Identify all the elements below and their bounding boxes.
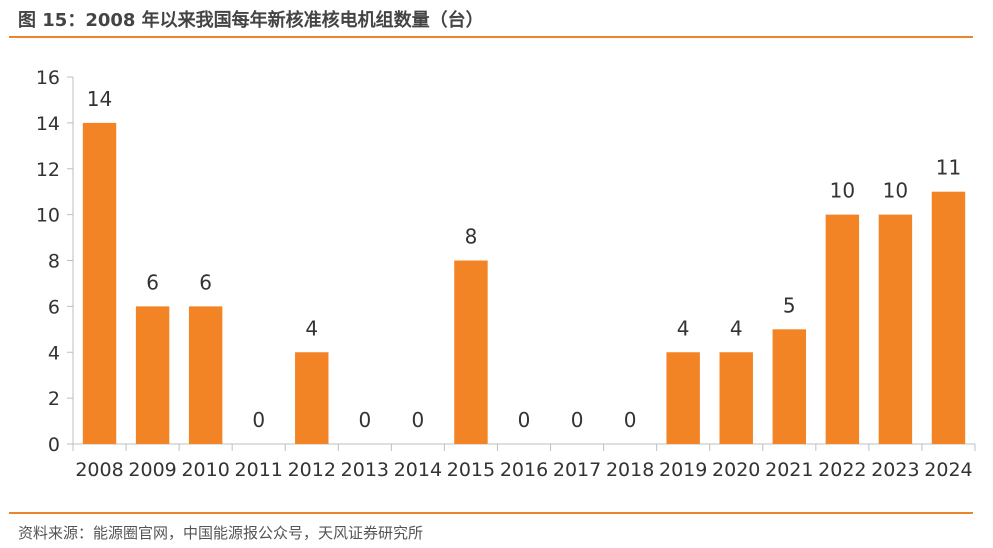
x-tick-label: 2014: [394, 459, 442, 481]
bar: [295, 352, 329, 444]
x-tick-label: 2013: [341, 459, 389, 481]
bar: [878, 214, 913, 444]
bar: [135, 306, 170, 444]
y-tick-label: 6: [48, 296, 60, 318]
data-label: 10: [883, 179, 908, 203]
data-label: 0: [624, 408, 637, 432]
y-axis: 0 2 4 6 8 10 12 14 16: [36, 67, 74, 456]
y-tick-label: 0: [48, 434, 60, 456]
x-tick-label: 2022: [818, 459, 866, 481]
x-tick-label: 2018: [606, 459, 654, 481]
x-tick-label: 2017: [553, 459, 601, 481]
x-tick-label: 2019: [659, 459, 707, 481]
data-labels: 14 6 6 0 4 0 0 8 0 0 0 4 4 5 10 10 11: [87, 87, 961, 432]
x-tick-label: 2012: [288, 459, 336, 481]
figure-title: 图 15：2008 年以来我国每年新核准核电机组数量（台）: [18, 10, 484, 31]
title-divider: [9, 36, 973, 38]
data-label: 0: [571, 408, 584, 432]
data-label: 5: [783, 293, 796, 317]
y-tick-label: 16: [36, 67, 60, 89]
source-divider: [9, 512, 973, 514]
data-label: 8: [465, 225, 478, 249]
source-note: 资料来源：能源圈官网，中国能源报公众号，天风证券研究所: [18, 524, 424, 542]
data-label: 10: [830, 179, 855, 203]
data-label: 0: [412, 408, 425, 432]
bar: [719, 352, 753, 444]
bar: [825, 214, 860, 444]
x-tick-label: 2011: [235, 459, 283, 481]
data-label: 4: [305, 316, 318, 340]
y-tick-label: 10: [36, 205, 60, 227]
y-tick-label: 12: [36, 159, 60, 181]
x-tick-label: 2020: [712, 459, 760, 481]
data-label: 0: [358, 408, 371, 432]
x-tick-label: 2021: [765, 459, 813, 481]
x-tick-label: 2010: [181, 459, 229, 481]
data-label: 4: [730, 316, 743, 340]
y-tick-label: 8: [48, 251, 60, 273]
x-axis: 2008 2009 2010 2011 2012 2013 2014 2015 2016 2017…: [72, 443, 976, 481]
data-label: 4: [677, 316, 690, 340]
bar: [454, 260, 488, 444]
x-tick-label: 2016: [500, 459, 548, 481]
data-label: 6: [146, 270, 159, 294]
data-label: 0: [252, 408, 265, 432]
data-label: 11: [936, 156, 961, 180]
bar: [666, 352, 700, 444]
x-tick-label: 2015: [447, 459, 495, 481]
bar: [188, 306, 223, 444]
data-label: 0: [518, 408, 531, 432]
data-label: 6: [199, 270, 212, 294]
y-tick-label: 14: [36, 113, 60, 135]
y-tick-label: 4: [48, 342, 60, 364]
x-tick-label: 2023: [871, 459, 919, 481]
data-label: 14: [87, 87, 112, 111]
y-tick-label: 2: [48, 388, 60, 410]
x-tick-label: 2008: [75, 459, 123, 481]
x-tick-label: 2024: [924, 459, 972, 481]
bar: [82, 122, 117, 444]
bar: [931, 191, 966, 444]
bar-series: [82, 122, 966, 444]
x-tick-label: 2009: [128, 459, 176, 481]
bar: [772, 329, 807, 444]
